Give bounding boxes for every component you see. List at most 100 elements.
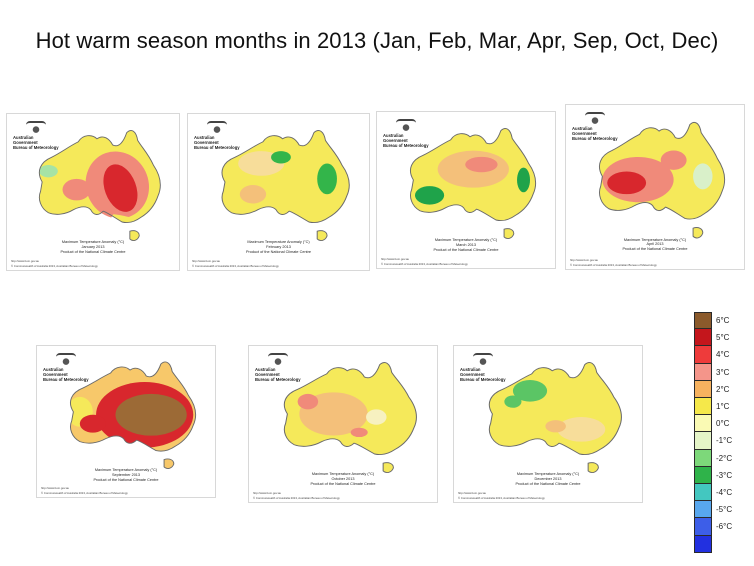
copyright-footer: © Commonwealth of Australia 2013, Austra… <box>11 264 98 268</box>
bureau-name: Bureau of Meteorology <box>13 145 59 150</box>
legend-swatch <box>694 518 712 536</box>
caption-product: Product of the National Climate Centre <box>515 481 581 486</box>
legend-label: -3°C <box>716 470 733 480</box>
government-logo: Australian Government Bureau of Meteorolo… <box>383 119 429 148</box>
caption-product: Product of the National Climate Centre <box>433 247 499 252</box>
caption-month: April 2013 <box>646 242 664 247</box>
anomaly-region <box>504 395 522 408</box>
caption-map-title: Maximum Temperature Anomaly (°C) <box>94 468 158 473</box>
caption-map-title: Maximum Temperature Anomaly (°C) <box>311 472 375 477</box>
coat-of-arms-icon <box>268 353 288 366</box>
bom-url: http://www.bom.gov.au <box>570 258 599 262</box>
bom-url: http://www.bom.gov.au <box>192 259 221 263</box>
government-logo: Australian Government Bureau of Meteorolo… <box>43 353 89 382</box>
caption-product: Product of the National Climate Centre <box>60 249 126 254</box>
australia-map <box>410 128 537 239</box>
anomaly-region <box>465 156 498 173</box>
bom-url: http://www.bom.gov.au <box>41 486 70 490</box>
legend-label: -2°C <box>716 453 733 463</box>
legend-swatch <box>694 432 712 450</box>
copyright-footer: © Commonwealth of Australia 2013, Austra… <box>458 496 545 500</box>
caption-month: February 2013 <box>266 244 291 249</box>
map-caption: Maximum Temperature Anomaly (°C) December… <box>454 472 642 486</box>
coastline <box>488 362 622 473</box>
copyright-footer: © Commonwealth of Australia 2013, Austra… <box>381 262 468 266</box>
coat-of-arms-icon <box>473 353 493 366</box>
anomaly-region <box>317 163 337 195</box>
legend-swatch <box>694 380 712 398</box>
legend-swatch <box>694 415 712 433</box>
legend-label: 2°C <box>716 384 730 394</box>
copyright-footer: © Commonwealth of Australia 2013, Austra… <box>192 264 279 268</box>
caption-product: Product of the National Climate Centre <box>622 246 688 251</box>
legend-label: 3°C <box>716 367 730 377</box>
legend-swatch <box>694 312 712 330</box>
anomaly-region <box>271 151 291 164</box>
bureau-name: Bureau of Meteorology <box>194 145 240 150</box>
caption-map-title: Maximum Temperature Anomaly (°C) <box>516 472 580 477</box>
gov-name: Australian Government <box>383 133 408 143</box>
coastline <box>221 130 350 241</box>
anomaly-region <box>79 414 106 433</box>
bom-url: http://www.bom.gov.au <box>458 491 487 495</box>
australia-map <box>221 130 350 241</box>
anomaly-region <box>512 380 548 402</box>
map-caption: Maximum Temperature Anomaly (°C) January … <box>7 240 179 254</box>
caption-month: December 2013 <box>534 476 562 481</box>
map-caption: Maximum Temperature Anomaly (°C) February… <box>188 240 369 254</box>
caption-product: Product of the National Climate Centre <box>310 481 376 486</box>
copyright-footer: © Commonwealth of Australia 2013, Austra… <box>570 263 657 267</box>
caption-product: Product of the National Climate Centre <box>93 477 159 482</box>
legend-label: -4°C <box>716 488 733 497</box>
caption-map-title: Maximum Temperature Anomaly (°C) <box>623 237 687 242</box>
anomaly-region <box>39 164 58 178</box>
bureau-name: Bureau of Meteorology <box>43 377 89 382</box>
coastline <box>599 121 726 239</box>
anomaly-region <box>350 427 368 438</box>
anomaly-region <box>517 167 530 193</box>
anomaly-map-3: Australian Government Bureau of Meteorolo… <box>376 111 556 269</box>
bureau-name: Bureau of Meteorology <box>572 136 618 141</box>
legend-label: 4°C <box>716 350 730 360</box>
anomaly-map-2: Australian Government Bureau of Meteorolo… <box>187 113 370 271</box>
map-caption: Maximum Temperature Anomaly (°C) April 20… <box>566 238 744 252</box>
caption-product: Product of the National Climate Centre <box>245 249 311 254</box>
anomaly-region <box>607 171 647 195</box>
legend-swatch <box>694 329 712 347</box>
anomaly-region <box>414 186 445 205</box>
legend-label: -1°C <box>716 436 733 446</box>
gov-name: Australian Government <box>572 126 597 136</box>
bureau-name: Bureau of Meteorology <box>383 143 429 148</box>
legend-label: 5°C <box>716 333 730 343</box>
map-caption: Maximum Temperature Anomaly (°C) October … <box>249 472 437 486</box>
gov-name: Australian Government <box>255 367 280 377</box>
anomaly-region <box>660 150 687 170</box>
coastline <box>283 362 417 473</box>
legend-swatch <box>694 363 712 381</box>
caption-month: October 2013 <box>331 476 355 481</box>
slide-title: Hot warm season months in 2013 (Jan, Feb… <box>35 28 719 53</box>
anomaly-map-5: Australian Government Bureau of Meteorolo… <box>36 345 216 498</box>
legend-swatch <box>694 535 712 553</box>
anomaly-map-1: Australian Government Bureau of Meteorolo… <box>6 113 180 271</box>
coat-of-arms-icon <box>26 121 46 134</box>
bom-url: http://www.bom.gov.au <box>381 257 410 261</box>
anomaly-map-4: Australian Government Bureau of Meteorolo… <box>565 104 745 270</box>
legend-swatch <box>694 346 712 364</box>
legend-swatch <box>694 466 712 484</box>
government-logo: Australian Government Bureau of Meteorolo… <box>13 121 59 150</box>
legend-swatch <box>694 449 712 467</box>
government-logo: Australian Government Bureau of Meteorolo… <box>460 353 506 382</box>
legend-swatch <box>694 501 712 519</box>
bom-url: http://www.bom.gov.au <box>11 259 40 263</box>
australia-map <box>70 361 197 469</box>
anomaly-region <box>115 393 187 436</box>
coat-of-arms-icon <box>207 121 227 134</box>
government-logo: Australian Government Bureau of Meteorolo… <box>255 353 301 382</box>
legend-label: -5°C <box>716 505 733 515</box>
anomaly-region <box>557 417 606 442</box>
coat-of-arms-icon <box>56 353 76 366</box>
australia-map <box>38 130 161 241</box>
bureau-name: Bureau of Meteorology <box>460 377 506 382</box>
gov-name: Australian Government <box>194 135 219 145</box>
